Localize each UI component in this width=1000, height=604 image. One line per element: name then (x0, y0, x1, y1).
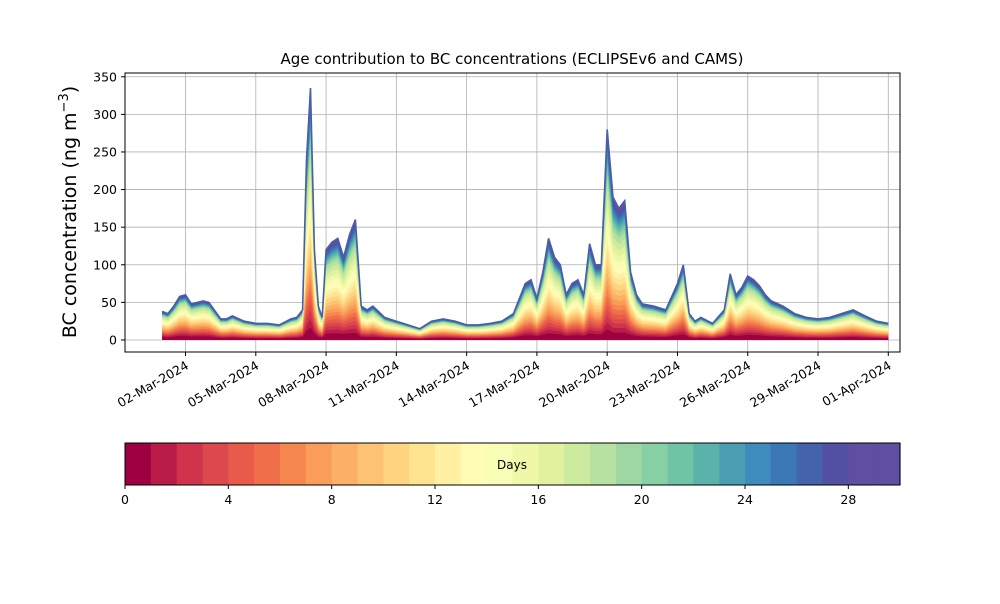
colorbar-segment (719, 443, 746, 485)
y-tick-label: 350 (93, 69, 117, 84)
colorbar-segment (615, 443, 643, 485)
colorbar-segment (409, 443, 436, 485)
x-tick-label: 02-Mar-2024 (115, 358, 191, 411)
colorbar-tick-label: 8 (328, 492, 336, 507)
y-axis-label-close: ) (59, 86, 81, 93)
colorbar-segment (357, 443, 384, 485)
colorbar-segment (305, 443, 333, 485)
y-tick-label: 200 (93, 182, 117, 197)
colorbar-frame (124, 442, 901, 486)
colorbar-tick-label: 28 (840, 492, 856, 507)
x-tick-label: 26-Mar-2024 (677, 358, 753, 411)
colorbar-segment (486, 443, 514, 485)
plot-area-frame (124, 72, 901, 353)
colorbar-segment (590, 443, 617, 485)
age-band-0-days (162, 327, 889, 340)
colorbar-tick-label: 0 (121, 492, 129, 507)
colorbar-segment (460, 443, 488, 485)
x-axis: 02-Mar-202405-Mar-202408-Mar-202411-Mar-… (115, 352, 894, 410)
x-tick-label: 23-Mar-2024 (607, 358, 683, 411)
colorbar-segment (641, 443, 669, 485)
colorbar-segment (745, 443, 772, 485)
colorbar: 0 4 8 12 16 20 24 28 (121, 442, 901, 507)
y-tick-label: 300 (93, 107, 117, 122)
x-tick-label: 17-Mar-2024 (466, 358, 542, 411)
total-series-line (161, 87, 889, 330)
colorbar-tick-label: 16 (530, 492, 546, 507)
colorbar-segment (280, 443, 307, 485)
y-axis-label-main: BC concentration (ng m (59, 112, 81, 338)
y-tick-label: 250 (93, 144, 117, 159)
colorbar-segment (770, 443, 798, 485)
y-tick-label: 100 (93, 257, 117, 272)
y-tick-label: 150 (93, 220, 117, 235)
colorbar-segment (150, 443, 178, 485)
y-axis-label: BC concentration (ng m−3) (57, 86, 81, 338)
x-tick-label: 01-Apr-2024 (819, 358, 893, 410)
x-tick-label: 29-Mar-2024 (747, 358, 823, 411)
colorbar-segment (176, 443, 204, 485)
y-axis-label-exponent: −3 (57, 93, 72, 112)
colorbar-tick-label: 4 (224, 492, 232, 507)
colorbar-segment (822, 443, 849, 485)
colorbar-tick-label: 12 (427, 492, 443, 507)
x-tick-label: 08-Mar-2024 (255, 358, 331, 411)
x-tick-label: 11-Mar-2024 (325, 358, 401, 411)
colorbar-segment (383, 443, 410, 485)
colorbar-segment (202, 443, 229, 485)
x-tick-label: 20-Mar-2024 (536, 358, 612, 411)
colorbar-segment (435, 443, 462, 485)
colorbar-segment (693, 443, 720, 485)
colorbar-segment (125, 443, 152, 485)
chart-title: Age contribution to BC concentrations (E… (281, 50, 744, 68)
colorbar-segment (874, 443, 901, 485)
colorbar-segment (228, 443, 255, 485)
stacked-bands (162, 88, 889, 340)
y-tick-label: 50 (101, 295, 117, 310)
colorbar-segment (667, 443, 694, 485)
colorbar-segment (564, 443, 591, 485)
x-tick-label: 05-Mar-2024 (185, 358, 261, 411)
colorbar-segment (331, 443, 359, 485)
colorbar-tick-label: 24 (737, 492, 753, 507)
colorbar-tick-label: 20 (634, 492, 650, 507)
colorbar-segment (538, 443, 565, 485)
y-axis: 0 50 100 150 200 250 300 350 (93, 69, 125, 347)
colorbar-segment (796, 443, 824, 485)
x-tick-label: 14-Mar-2024 (396, 358, 472, 411)
colorbar-segment (848, 443, 875, 485)
colorbar-label: Days (497, 458, 527, 472)
y-tick-label: 0 (109, 332, 117, 347)
colorbar-segment (254, 443, 281, 485)
colorbar-segment (512, 443, 539, 485)
